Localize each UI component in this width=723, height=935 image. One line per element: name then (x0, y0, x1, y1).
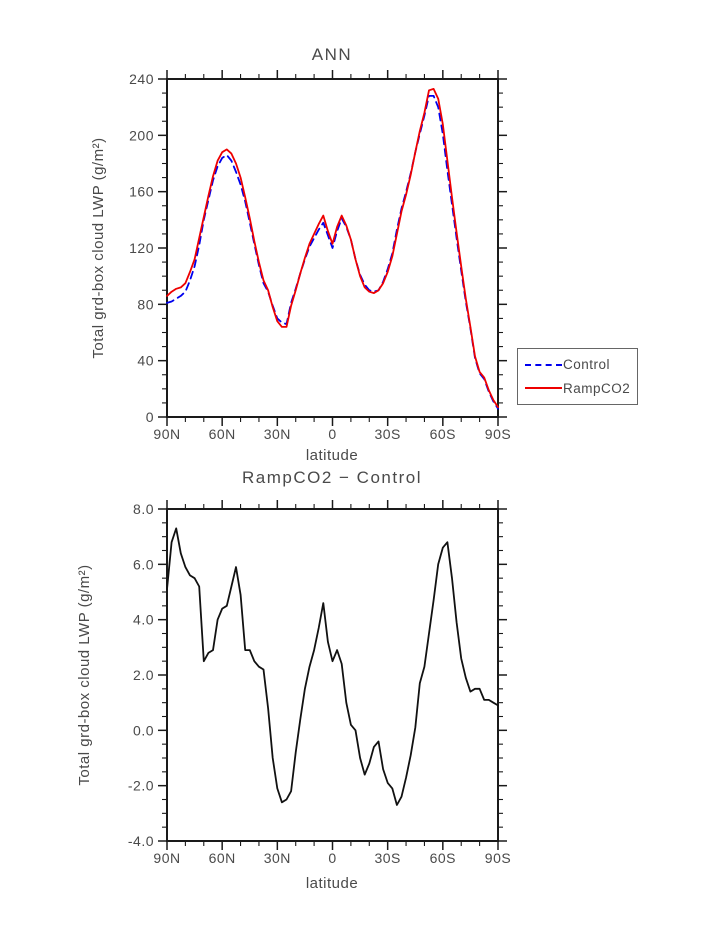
y-tick-label: 40 (137, 353, 154, 369)
y-tick-label: -2.0 (128, 778, 154, 794)
control-dashed-line-icon (525, 363, 562, 366)
x-tick-label: 60S (430, 426, 456, 442)
x-tick-label: 60S (430, 850, 456, 866)
y-tick-label: 160 (129, 184, 154, 200)
x-tick-label: 0 (328, 850, 336, 866)
y-tick-label: 2.0 (133, 667, 154, 683)
ann-panel: ANN Total grd-box cloud LWP (g/m²) latit… (90, 45, 511, 464)
difference-panel-title: RampCO2 − Control (242, 468, 422, 487)
y-tick-label: 0.0 (133, 722, 154, 738)
curve-rampco2 (166, 88, 499, 409)
difference-x-axis-label: latitude (306, 875, 358, 892)
x-tick-label: 30S (374, 850, 400, 866)
rampco2-solid-line-icon (525, 387, 562, 390)
legend: Control RampCO2 (517, 348, 638, 405)
x-tick-label: 60N (209, 850, 236, 866)
legend-item-rampco2: RampCO2 (525, 381, 637, 396)
y-tick-label: 0 (146, 409, 154, 425)
ann-y-axis-label: Total grd-box cloud LWP (g/m²) (90, 137, 107, 358)
x-tick-label: 30N (264, 426, 291, 442)
y-tick-label: 4.0 (133, 612, 154, 628)
y-tick-label: 80 (137, 296, 154, 312)
difference-panel: RampCO2 − Control Total grd-box cloud LW… (76, 468, 511, 892)
x-tick-label: 90S (485, 426, 511, 442)
difference-y-axis-label: Total grd-box cloud LWP (g/m²) (76, 564, 93, 785)
x-tick-label: 0 (328, 426, 336, 442)
y-tick-label: 240 (129, 71, 154, 87)
legend-label-control: Control (563, 357, 611, 373)
curve-rampco2-control (166, 527, 499, 806)
x-tick-label: 90N (153, 426, 180, 442)
curve-control (166, 95, 499, 410)
x-tick-label: 30N (264, 850, 291, 866)
ann-panel-title: ANN (312, 45, 352, 64)
y-tick-label: 200 (129, 127, 154, 143)
legend-label-rampco2: RampCO2 (563, 380, 631, 396)
x-tick-label: 30S (374, 426, 400, 442)
ann-plot-area: 90N 60N 30N 0 30S 60S 90S 0 40 80 120 160 200 240 (129, 70, 511, 442)
x-tick-label: 60N (209, 426, 236, 442)
plot-frame (166, 508, 499, 842)
ann-x-axis-label: latitude (306, 447, 358, 464)
x-tick-label: 90N (153, 850, 180, 866)
x-tick-label: 90S (485, 850, 511, 866)
y-tick-label: 6.0 (133, 556, 154, 572)
y-tick-label: -4.0 (128, 833, 154, 849)
y-tick-label: 120 (129, 240, 154, 256)
difference-plot-area: 90N 60N 30N 0 30S 60S 90S -4.0 -2.0 0.0 2.0 4.0 6.0 8… (128, 500, 511, 866)
legend-item-control: Control (525, 357, 637, 372)
y-tick-label: 8.0 (133, 501, 154, 517)
